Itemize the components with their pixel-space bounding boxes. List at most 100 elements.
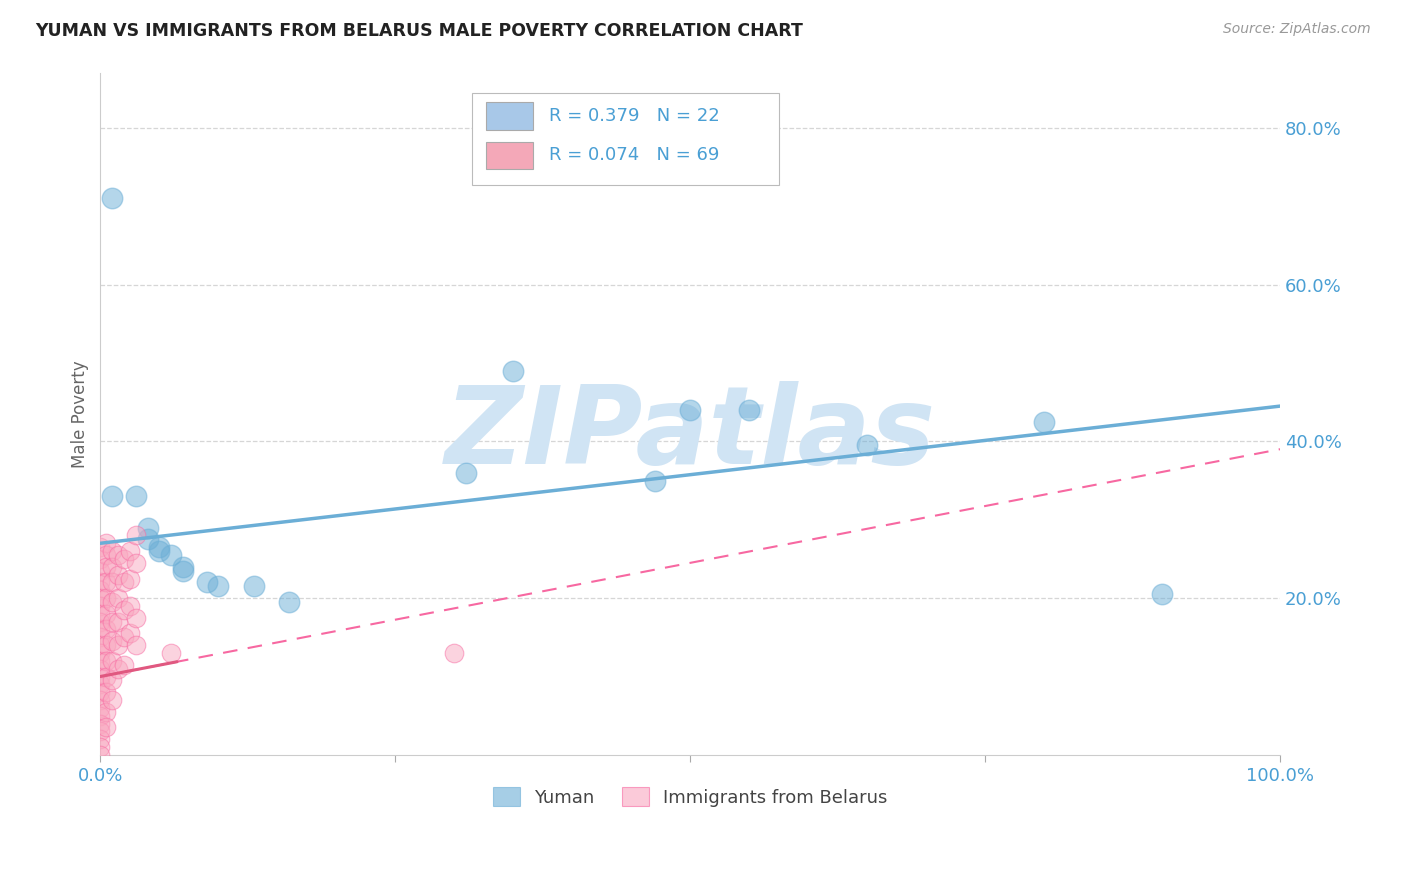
Point — [107, 567, 129, 582]
Point — [278, 595, 301, 609]
Point — [101, 595, 124, 609]
Point — [112, 575, 135, 590]
Point — [118, 599, 141, 613]
Point — [101, 673, 124, 688]
Point — [160, 646, 183, 660]
Point — [136, 533, 159, 547]
Point — [112, 552, 135, 566]
FancyBboxPatch shape — [486, 103, 533, 129]
Point — [89, 630, 111, 644]
Point — [89, 732, 111, 747]
Point — [89, 575, 111, 590]
Point — [89, 685, 111, 699]
Point — [101, 544, 124, 558]
Point — [96, 623, 118, 637]
Point — [89, 552, 111, 566]
Point — [856, 438, 879, 452]
Point — [89, 654, 111, 668]
Point — [1033, 415, 1056, 429]
Point — [89, 564, 111, 578]
Point — [112, 603, 135, 617]
Point — [89, 693, 111, 707]
Point — [112, 630, 135, 644]
Point — [89, 591, 111, 606]
Text: Source: ZipAtlas.com: Source: ZipAtlas.com — [1223, 22, 1371, 37]
Point — [125, 611, 148, 625]
Point — [89, 599, 111, 613]
Point — [89, 747, 111, 762]
Point — [96, 705, 118, 719]
Point — [107, 591, 129, 606]
Point — [96, 654, 118, 668]
Point — [89, 669, 111, 683]
Point — [107, 638, 129, 652]
Point — [96, 669, 118, 683]
Point — [195, 575, 218, 590]
Point — [118, 626, 141, 640]
Point — [89, 740, 111, 755]
Point — [96, 548, 118, 562]
Point — [125, 556, 148, 570]
Point — [96, 575, 118, 590]
FancyBboxPatch shape — [472, 94, 779, 186]
Point — [125, 528, 148, 542]
Point — [101, 575, 124, 590]
Point — [207, 579, 229, 593]
Point — [96, 607, 118, 621]
Point — [89, 638, 111, 652]
Point — [96, 721, 118, 735]
Point — [96, 638, 118, 652]
FancyBboxPatch shape — [486, 142, 533, 169]
Point — [89, 623, 111, 637]
Point — [101, 693, 124, 707]
Point — [96, 685, 118, 699]
Y-axis label: Male Poverty: Male Poverty — [72, 360, 89, 467]
Point — [101, 615, 124, 629]
Point — [89, 716, 111, 731]
Point — [148, 544, 170, 558]
Point — [89, 615, 111, 629]
Point — [89, 701, 111, 715]
Point — [89, 540, 111, 554]
Point — [89, 724, 111, 739]
Point — [679, 403, 702, 417]
Point — [118, 544, 141, 558]
Text: YUMAN VS IMMIGRANTS FROM BELARUS MALE POVERTY CORRELATION CHART: YUMAN VS IMMIGRANTS FROM BELARUS MALE PO… — [35, 22, 803, 40]
Point — [101, 654, 124, 668]
Point — [89, 708, 111, 723]
Point — [738, 403, 761, 417]
Point — [89, 646, 111, 660]
Text: R = 0.074   N = 69: R = 0.074 N = 69 — [548, 146, 718, 164]
Point — [454, 466, 477, 480]
Point — [125, 489, 148, 503]
Point — [107, 615, 129, 629]
Point — [644, 474, 666, 488]
Point — [101, 559, 124, 574]
Point — [242, 579, 264, 593]
Point — [96, 559, 118, 574]
Point — [96, 536, 118, 550]
Point — [148, 540, 170, 554]
Point — [101, 191, 124, 205]
Point — [1152, 587, 1174, 601]
Point — [125, 638, 148, 652]
Point — [96, 591, 118, 606]
Point — [118, 572, 141, 586]
Text: ZIPatlas: ZIPatlas — [444, 382, 936, 487]
Point — [172, 564, 194, 578]
Point — [160, 548, 183, 562]
Point — [89, 677, 111, 691]
Point — [112, 657, 135, 672]
Point — [136, 520, 159, 534]
Point — [101, 489, 124, 503]
Point — [107, 662, 129, 676]
Point — [89, 583, 111, 598]
Point — [502, 364, 524, 378]
Point — [107, 548, 129, 562]
Legend: Yuman, Immigrants from Belarus: Yuman, Immigrants from Belarus — [485, 780, 894, 814]
Point — [89, 607, 111, 621]
Text: R = 0.379   N = 22: R = 0.379 N = 22 — [548, 107, 720, 125]
Point — [89, 662, 111, 676]
Point — [172, 559, 194, 574]
Point — [101, 634, 124, 648]
